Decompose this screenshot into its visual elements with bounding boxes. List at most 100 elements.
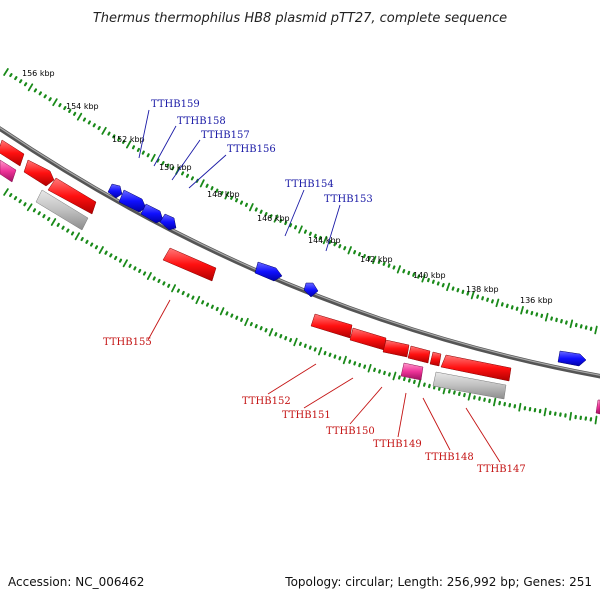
major-tick — [52, 98, 58, 107]
minor-tick — [473, 395, 476, 400]
minor-tick — [230, 313, 234, 318]
major-tick — [594, 415, 598, 425]
minor-tick — [146, 153, 150, 158]
minor-tick — [363, 364, 367, 369]
minor-tick — [328, 240, 332, 245]
minor-tick — [303, 343, 307, 348]
major-tick — [446, 282, 451, 292]
major-tick — [146, 271, 152, 281]
major-tick — [150, 153, 156, 162]
minor-tick — [463, 392, 466, 398]
minor-tick — [417, 274, 421, 279]
major-tick — [367, 363, 372, 373]
minor-tick — [407, 270, 411, 276]
minor-tick — [486, 297, 489, 302]
leader-line — [138, 109, 150, 159]
minor-tick — [398, 375, 401, 380]
minor-tick — [185, 173, 190, 178]
kbp-label: 146 kbp — [257, 214, 290, 223]
major-tick — [421, 274, 426, 283]
minor-tick — [254, 324, 258, 329]
minor-tick — [264, 328, 268, 333]
minor-tick — [367, 255, 371, 261]
major-tick — [3, 68, 9, 76]
major-tick — [347, 246, 352, 255]
reverse-gene — [382, 339, 410, 358]
minor-tick — [466, 291, 470, 296]
major-tick — [317, 347, 323, 356]
minor-tick — [338, 356, 342, 361]
major-tick — [322, 235, 328, 245]
minor-tick — [323, 350, 327, 356]
minor-tick — [408, 378, 411, 383]
minor-tick — [453, 390, 456, 395]
minor-tick — [133, 266, 137, 271]
accession-text: Accession: NC_006462 — [8, 575, 144, 589]
minor-tick — [308, 345, 312, 350]
rna-gene — [0, 159, 17, 183]
minor-tick — [141, 150, 145, 155]
minor-tick — [63, 105, 67, 111]
leader-line — [422, 397, 451, 451]
minor-tick — [9, 193, 13, 198]
minor-tick — [72, 111, 77, 116]
kbp-label: 148 kbp — [207, 190, 240, 199]
minor-tick — [388, 372, 391, 377]
minor-tick — [535, 312, 539, 317]
minor-tick — [298, 341, 302, 346]
minor-tick — [68, 108, 72, 114]
minor-tick — [510, 305, 514, 310]
minor-tick — [161, 161, 165, 166]
minor-tick — [240, 317, 244, 322]
minor-tick — [555, 317, 558, 323]
leader-line — [284, 189, 305, 237]
minor-tick — [117, 137, 121, 142]
leader-line — [267, 363, 317, 395]
minor-tick — [118, 258, 123, 263]
gene-label: TTHB151 — [282, 410, 331, 421]
major-tick — [298, 225, 303, 234]
gene-label: TTHB150 — [326, 426, 375, 437]
minor-tick — [441, 283, 445, 288]
gene-label: TTHB159 — [151, 99, 200, 110]
minor-tick — [313, 233, 317, 238]
minor-tick — [113, 255, 118, 261]
major-tick — [171, 284, 177, 293]
minor-tick — [97, 125, 101, 131]
minor-tick — [18, 199, 22, 204]
minor-tick — [56, 222, 60, 227]
major-tick — [244, 317, 249, 327]
minor-tick — [333, 354, 337, 359]
minor-tick — [456, 288, 460, 293]
kbp-label: 140 kbp — [413, 271, 446, 280]
minor-tick — [191, 295, 195, 300]
minor-tick — [131, 145, 136, 150]
minor-tick — [458, 391, 461, 396]
minor-tick — [377, 259, 381, 264]
minor-tick — [225, 311, 229, 316]
minor-tick — [109, 253, 113, 258]
minor-tick — [136, 147, 140, 152]
minor-tick — [338, 244, 342, 249]
minor-tick — [500, 302, 504, 307]
gene-label: TTHB153 — [324, 194, 373, 205]
bottom-leader-lines — [147, 299, 501, 463]
leader-line — [465, 407, 501, 463]
minor-tick — [210, 304, 214, 309]
minor-tick — [530, 310, 534, 316]
minor-tick — [488, 398, 491, 404]
kbp-label: 144 kbp — [308, 236, 341, 245]
minor-tick — [166, 163, 170, 168]
forward-gene — [557, 350, 587, 367]
major-tick — [76, 112, 83, 121]
summary-text: Topology: circular; Length: 256,992 bp; … — [284, 575, 592, 589]
forward-genes — [107, 183, 587, 367]
gene-label: TTHB157 — [201, 130, 250, 141]
leader-line — [397, 392, 407, 438]
minor-tick — [348, 359, 352, 364]
minor-tick — [128, 263, 132, 268]
minor-tick — [205, 302, 210, 307]
minor-tick — [402, 269, 406, 274]
minor-tick — [387, 263, 391, 268]
minor-tick — [176, 288, 180, 293]
